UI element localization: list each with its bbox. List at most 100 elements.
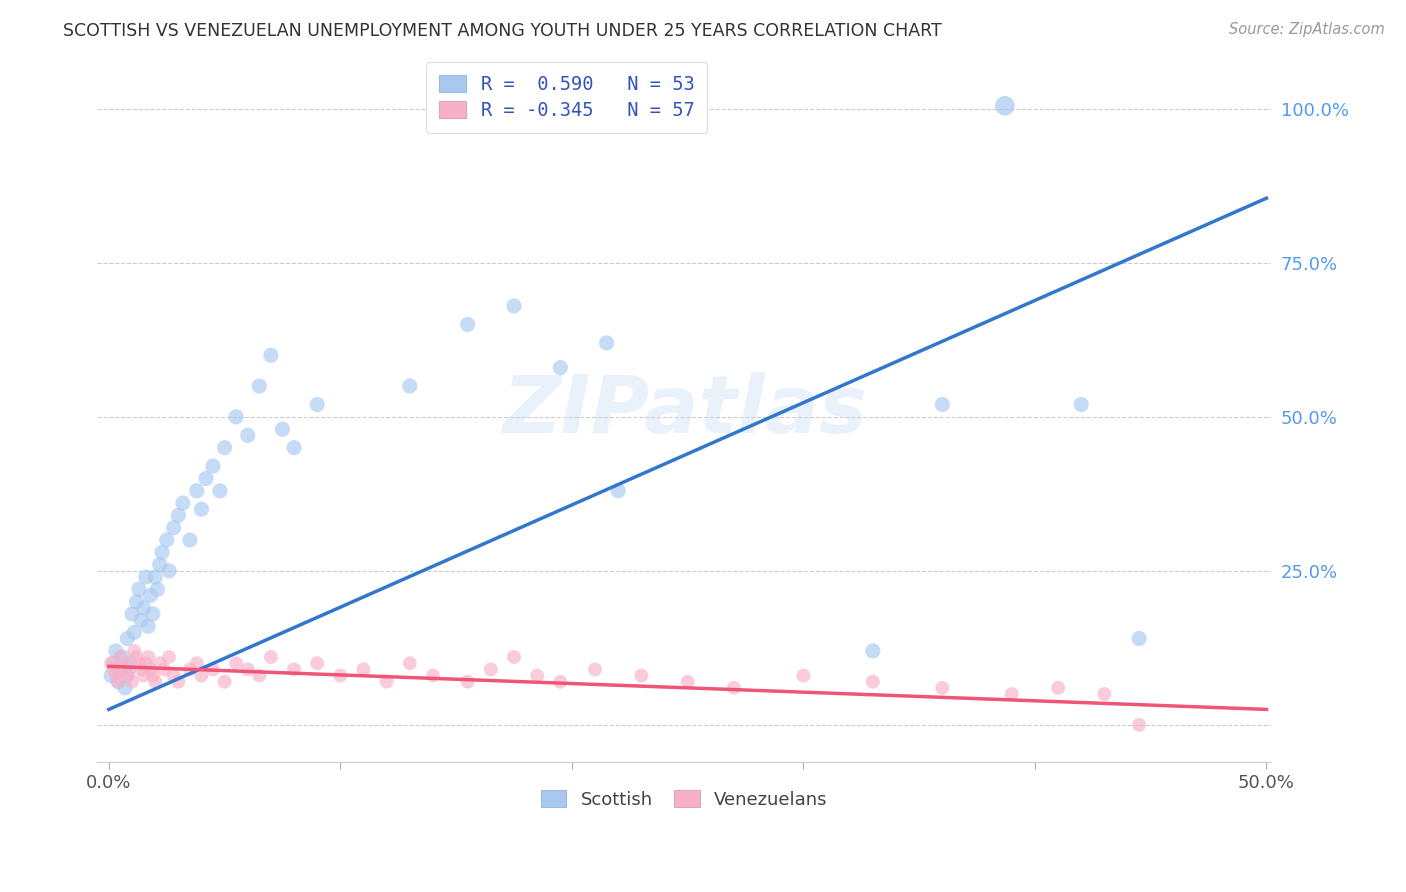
- Point: [931, 681, 953, 695]
- Point: [132, 600, 155, 615]
- Point: [100, 668, 122, 682]
- Point: [107, 674, 129, 689]
- Point: [104, 644, 127, 658]
- Point: [132, 668, 155, 682]
- Point: [139, 662, 162, 676]
- Point: [208, 483, 231, 498]
- Point: [375, 674, 398, 689]
- Point: [307, 657, 329, 671]
- Point: [163, 668, 186, 682]
- Point: [111, 650, 134, 665]
- Point: [114, 657, 136, 671]
- Point: [143, 570, 166, 584]
- Point: [135, 657, 157, 671]
- Point: [792, 668, 814, 682]
- Point: [167, 674, 190, 689]
- Point: [260, 650, 283, 665]
- Point: [214, 441, 236, 455]
- Point: [607, 483, 630, 498]
- Point: [398, 657, 420, 671]
- Point: [156, 533, 179, 547]
- Point: [526, 668, 548, 682]
- Text: Source: ZipAtlas.com: Source: ZipAtlas.com: [1229, 22, 1385, 37]
- Point: [136, 619, 159, 633]
- Point: [190, 502, 212, 516]
- Point: [994, 99, 1017, 113]
- Point: [142, 607, 165, 621]
- Point: [149, 558, 172, 572]
- Point: [135, 570, 157, 584]
- Point: [129, 613, 152, 627]
- Point: [157, 564, 180, 578]
- Point: [723, 681, 745, 695]
- Point: [503, 299, 526, 313]
- Point: [271, 422, 294, 436]
- Point: [129, 662, 152, 676]
- Point: [457, 674, 479, 689]
- Point: [117, 632, 139, 646]
- Point: [225, 409, 247, 424]
- Point: [121, 674, 143, 689]
- Point: [225, 657, 247, 671]
- Point: [117, 668, 139, 682]
- Point: [1047, 681, 1070, 695]
- Point: [1070, 398, 1092, 412]
- Point: [236, 662, 259, 676]
- Point: [104, 668, 127, 682]
- Point: [550, 360, 572, 375]
- Point: [236, 428, 259, 442]
- Point: [124, 644, 146, 658]
- Point: [125, 594, 148, 608]
- Point: [100, 657, 122, 671]
- Point: [214, 674, 236, 689]
- Point: [630, 668, 652, 682]
- Point: [190, 668, 212, 682]
- Point: [114, 681, 136, 695]
- Point: [157, 650, 180, 665]
- Point: [201, 459, 224, 474]
- Text: ZIPatlas: ZIPatlas: [502, 372, 866, 450]
- Point: [595, 335, 617, 350]
- Point: [179, 662, 201, 676]
- Point: [103, 662, 125, 676]
- Point: [862, 674, 884, 689]
- Point: [150, 545, 173, 559]
- Point: [163, 521, 186, 535]
- Point: [1128, 632, 1150, 646]
- Point: [1092, 687, 1115, 701]
- Point: [201, 662, 224, 676]
- Point: [179, 533, 201, 547]
- Point: [260, 348, 283, 362]
- Point: [307, 398, 329, 412]
- Point: [583, 662, 606, 676]
- Point: [862, 644, 884, 658]
- Point: [398, 379, 420, 393]
- Point: [153, 662, 176, 676]
- Point: [186, 657, 208, 671]
- Point: [676, 674, 699, 689]
- Point: [1001, 687, 1024, 701]
- Point: [247, 668, 270, 682]
- Point: [931, 398, 953, 412]
- Point: [125, 650, 148, 665]
- Point: [128, 582, 150, 597]
- Point: [283, 662, 305, 676]
- Point: [128, 657, 150, 671]
- Point: [121, 607, 143, 621]
- Point: [503, 650, 526, 665]
- Point: [103, 657, 125, 671]
- Point: [111, 662, 134, 676]
- Point: [136, 650, 159, 665]
- Point: [142, 668, 165, 682]
- Point: [110, 662, 132, 676]
- Point: [195, 471, 218, 485]
- Point: [118, 657, 141, 671]
- Point: [143, 674, 166, 689]
- Point: [117, 668, 139, 682]
- Text: SCOTTISH VS VENEZUELAN UNEMPLOYMENT AMONG YOUTH UNDER 25 YEARS CORRELATION CHART: SCOTTISH VS VENEZUELAN UNEMPLOYMENT AMON…: [63, 22, 942, 40]
- Point: [139, 589, 162, 603]
- Point: [172, 496, 194, 510]
- Point: [118, 662, 141, 676]
- Point: [110, 650, 132, 665]
- Point: [422, 668, 444, 682]
